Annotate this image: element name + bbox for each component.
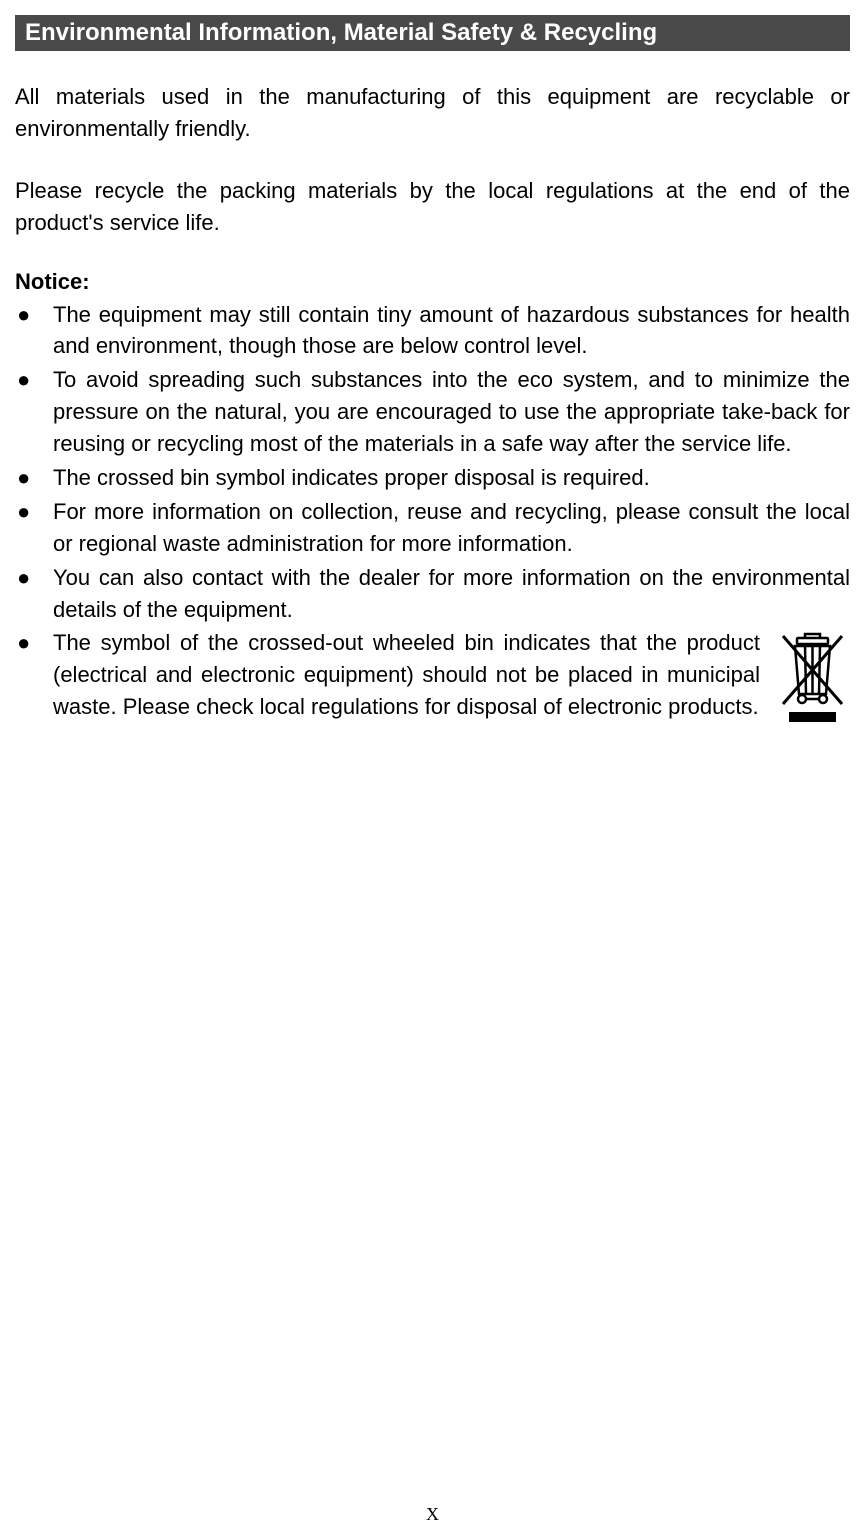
bullet-icon: ● — [15, 364, 53, 396]
list-item-text: The symbol of the crossed-out wheeled bi… — [53, 627, 760, 723]
list-item: ● To avoid spreading such substances int… — [15, 364, 850, 460]
intro-paragraph-1: All materials used in the manufacturing … — [15, 81, 850, 145]
weee-crossed-bin-icon — [775, 627, 850, 732]
intro-paragraph-2: Please recycle the packing materials by … — [15, 175, 850, 239]
list-item-text: To avoid spreading such substances into … — [53, 364, 850, 460]
list-item: ● For more information on collection, re… — [15, 496, 850, 560]
notice-list: ● The equipment may still contain tiny a… — [15, 299, 850, 733]
notice-label: Notice: — [15, 269, 850, 295]
section-header: Environmental Information, Material Safe… — [15, 15, 850, 51]
list-item-text: You can also contact with the dealer for… — [53, 562, 850, 626]
list-item-text: The crossed bin symbol indicates proper … — [53, 462, 850, 494]
bullet-icon: ● — [15, 299, 53, 331]
list-item: ● You can also contact with the dealer f… — [15, 562, 850, 626]
list-item-text: The equipment may still contain tiny amo… — [53, 299, 850, 363]
bullet-icon: ● — [15, 496, 53, 528]
list-item: ● The equipment may still contain tiny a… — [15, 299, 850, 363]
bullet-icon: ● — [15, 627, 53, 659]
bullet-icon: ● — [15, 562, 53, 594]
list-item: ● The crossed bin symbol indicates prope… — [15, 462, 850, 494]
list-item: ● The symbol of the crossed-out wheeled … — [15, 627, 850, 732]
list-item-text: For more information on collection, reus… — [53, 496, 850, 560]
bullet-icon: ● — [15, 462, 53, 494]
page-number: X — [0, 1504, 865, 1525]
